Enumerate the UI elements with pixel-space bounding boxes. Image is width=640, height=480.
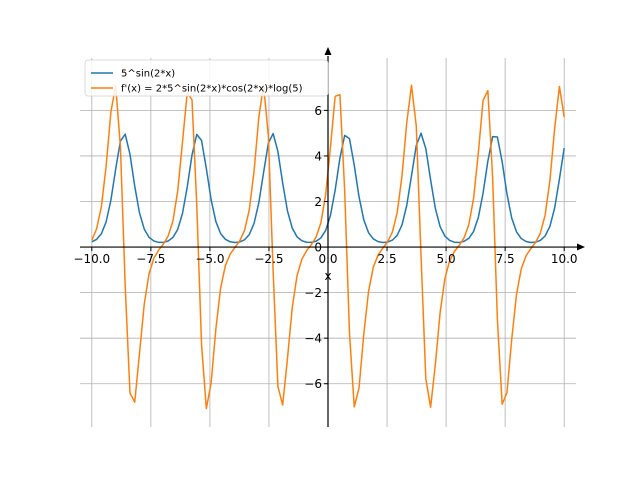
y-tick-label-2: −2: [304, 286, 322, 300]
x-tick-label-0: −10.0: [73, 252, 110, 266]
legend-label-series-1: 5^sin(2*x): [121, 69, 175, 80]
x-tick-label-2: −5.0: [195, 252, 224, 266]
legend: 5^sin(2*x) f'(x) = 2*5^sin(2*x)*cos(2*x)…: [84, 59, 329, 97]
y-tick-label-4: 2: [314, 195, 322, 209]
x-tick-label-8: 10.0: [551, 252, 578, 266]
x-tick-label-1: −7.5: [136, 252, 165, 266]
y-tick-label-3: 0: [314, 241, 322, 255]
legend-box: [84, 59, 329, 97]
y-tick-label-6: 6: [314, 104, 322, 118]
y-axis-arrow: [324, 47, 332, 55]
x-tick-label-3: −2.5: [254, 252, 283, 266]
ticks: −10.0 −7.5 −5.0 −2.5 0.0 2.5 5.0 7.5 10.0 −6 −4 −2 0…: [73, 104, 577, 391]
x-tick-label-4: 0.0: [318, 252, 337, 266]
x-axis-arrow: [577, 243, 585, 251]
y-tick-label-1: −4: [304, 332, 322, 346]
x-axis-label: x: [324, 269, 331, 283]
axes: [80, 47, 585, 427]
x-tick-label-7: 7.5: [496, 252, 515, 266]
legend-label-series-2: f'(x) = 2*5^sin(2*x)*cos(2*x)*log(5): [121, 84, 303, 95]
x-tick-label-5: 2.5: [378, 252, 397, 266]
y-tick-label-0: −6: [304, 377, 322, 391]
y-tick-label-5: 4: [314, 149, 322, 163]
x-tick-label-6: 5.0: [437, 252, 456, 266]
